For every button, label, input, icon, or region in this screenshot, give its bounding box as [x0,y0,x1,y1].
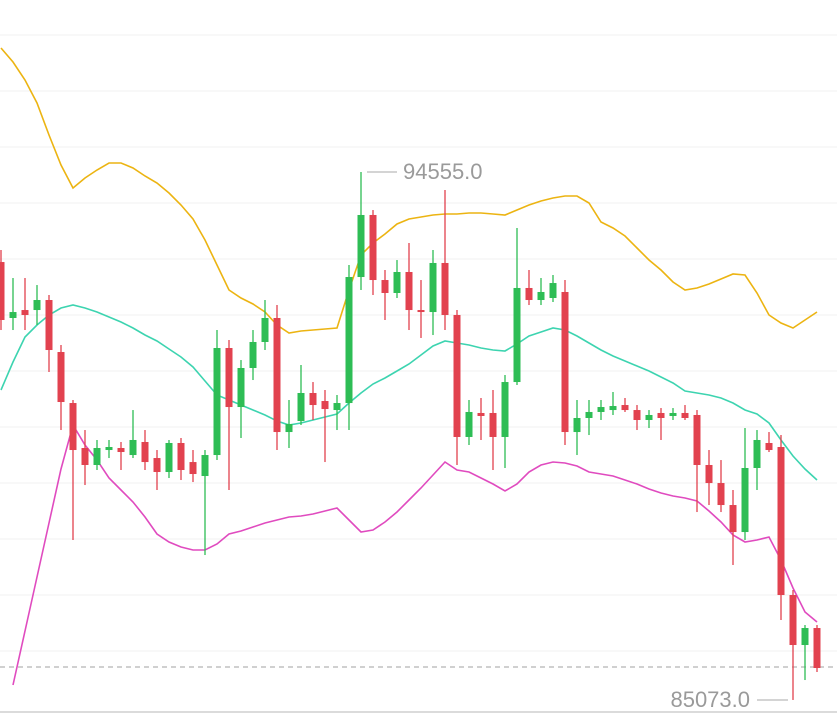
candle-body [381,280,389,293]
candle-body [369,214,377,281]
candle-body [357,214,365,278]
candle-body [429,262,437,313]
candle-body [213,348,221,456]
candle-body [177,442,185,471]
candle-body [297,392,305,422]
candle-body [21,310,29,315]
candle-body [261,317,269,342]
candle-body [765,442,773,451]
annotation-label: 94555.0 [403,159,483,184]
candle-body [153,458,161,473]
candle-body [753,439,761,468]
candle-body [777,447,785,596]
candle-body [789,595,797,646]
candle-body [585,411,593,418]
candle-body [477,412,485,416]
candle-body [81,448,89,465]
candle-body [441,262,449,315]
candle-body [93,448,101,465]
candle-body [489,412,497,437]
candle-body [549,283,557,299]
candle-body [9,312,17,318]
band-line [0,47,818,334]
candle-body [609,406,617,411]
candle-body [57,352,65,403]
candle-body [633,410,641,421]
candle-body [573,417,581,433]
candle-body [309,392,317,406]
candle-body [453,314,461,437]
candle-body [705,464,713,484]
candle-body [525,287,533,301]
candle-body [141,441,149,463]
candle-body [597,407,605,412]
candle-body [405,272,413,311]
candle-body [165,442,173,473]
band-line [0,304,818,481]
candle-body [345,277,353,404]
candle-body [321,401,329,410]
candle-body [117,448,125,453]
candle-body [657,412,665,418]
candle-body [333,403,341,411]
candle-body [669,412,677,416]
candle-body [501,382,509,437]
candle-body [33,300,41,311]
background-grid [0,34,837,652]
candle-body [45,300,53,351]
candle-body [201,455,209,477]
candle-body [741,467,749,533]
candle-body [189,462,197,475]
band-line [12,422,818,686]
candle-body [105,447,113,451]
candle-body [465,411,473,437]
candle-body [273,317,281,433]
candle-body [513,287,521,383]
candle-body [645,414,653,421]
candle-body [69,403,77,451]
candle-body [417,310,425,313]
candle-body [801,628,809,646]
candle-body [393,272,401,293]
annotation-label: 85073.0 [670,687,750,712]
candle-body [621,405,629,411]
candle-body [285,424,293,433]
candle-body [717,483,725,506]
candle-body [237,367,245,408]
candle-body [813,628,821,669]
candle-body [225,348,233,408]
candle-body [0,262,5,320]
candle-body [537,291,545,301]
candle-body [693,414,701,465]
candle-body [729,505,737,533]
candle-body [129,439,137,456]
candle-body [681,412,689,418]
candle-body [561,291,569,433]
candle-body [249,341,257,368]
